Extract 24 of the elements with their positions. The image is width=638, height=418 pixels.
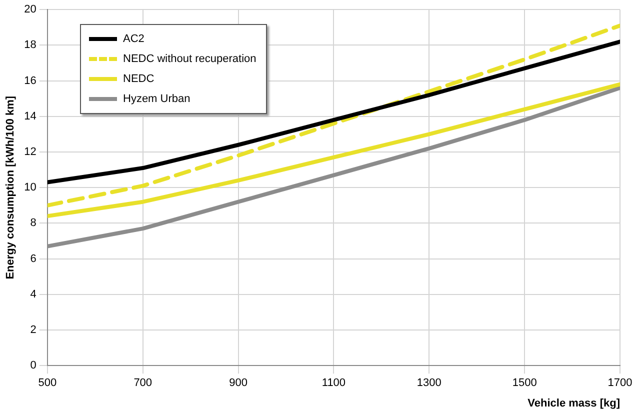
- x-tick-label: 700: [134, 377, 152, 390]
- legend-label: AC2: [123, 33, 144, 45]
- x-tick-label: 1300: [416, 377, 442, 390]
- y-tick-label: 8: [30, 217, 36, 230]
- x-tick-label: 1100: [322, 377, 346, 390]
- legend-label: NEDC: [123, 73, 154, 85]
- x-tick-label: 900: [229, 377, 248, 390]
- y-tick-label: 12: [24, 146, 36, 158]
- x-tick-label: 1700: [608, 377, 632, 390]
- y-tick-label: 18: [24, 39, 36, 52]
- x-tick-label: 500: [38, 377, 57, 390]
- y-tick-label: 2: [30, 324, 36, 336]
- y-tick-label: 0: [30, 360, 36, 372]
- y-axis-title: Energy consumption [kWh/100 km]: [4, 96, 17, 280]
- x-axis-title: Vehicle mass [kg]: [528, 397, 620, 410]
- y-tick-label: 10: [24, 182, 36, 194]
- legend-label: Hyzem Urban: [123, 93, 190, 105]
- legend-label: NEDC without recuperation: [123, 53, 256, 65]
- y-tick-label: 20: [24, 4, 36, 16]
- y-tick-label: 14: [24, 110, 36, 122]
- x-tick-label: 1500: [512, 377, 537, 390]
- y-tick-label: 16: [24, 74, 36, 87]
- y-tick-label: 6: [30, 252, 36, 265]
- y-tick-label: 4: [30, 288, 36, 300]
